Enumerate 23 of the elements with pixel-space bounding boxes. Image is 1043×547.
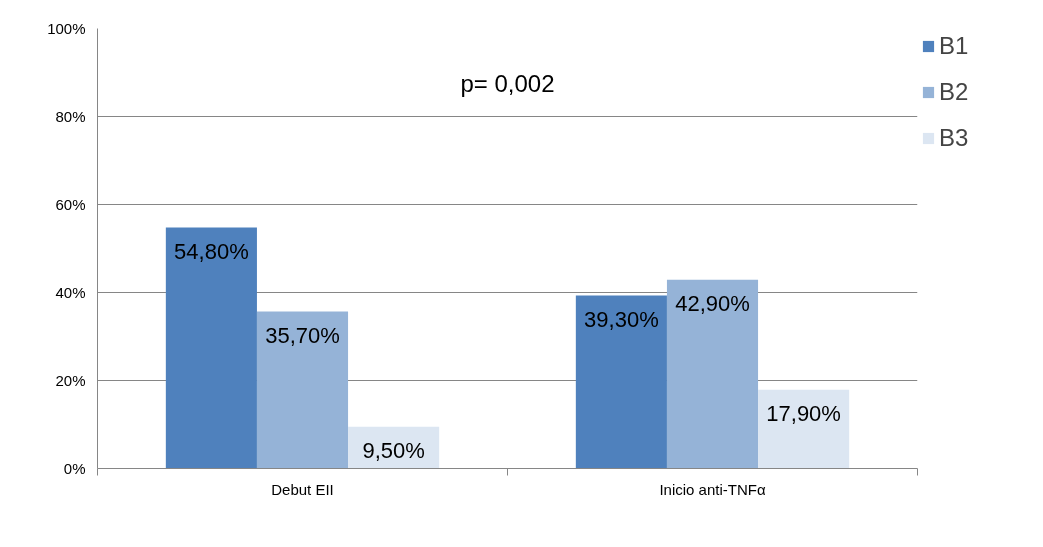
data-label: 35,70% [265,322,340,348]
data-label: 39,30% [584,307,659,333]
legend-label: B2 [939,78,969,106]
legend-label: B1 [939,32,969,60]
bar [165,227,257,469]
data-label: 42,90% [675,291,750,317]
bar [256,311,349,469]
x-tick-label: Inicio anti-TNFα [659,480,766,498]
x-tick-label: Debut EII [271,480,334,498]
y-tick-label: 80% [55,108,86,125]
annotation: p= 0,002 [460,70,555,97]
bar [575,295,667,469]
bar [758,389,850,469]
y-tick-label: 20% [55,372,86,389]
y-tick-label: 40% [55,284,86,301]
y-tick-label: 0% [63,460,86,477]
y-tick-label: 60% [55,196,86,213]
bar [666,279,759,469]
data-label: 17,90% [766,401,841,427]
legend-label: B3 [939,124,969,152]
data-label: 9,50% [362,438,425,464]
y-tick-label: 100% [47,20,86,37]
data-label: 54,80% [174,238,249,264]
